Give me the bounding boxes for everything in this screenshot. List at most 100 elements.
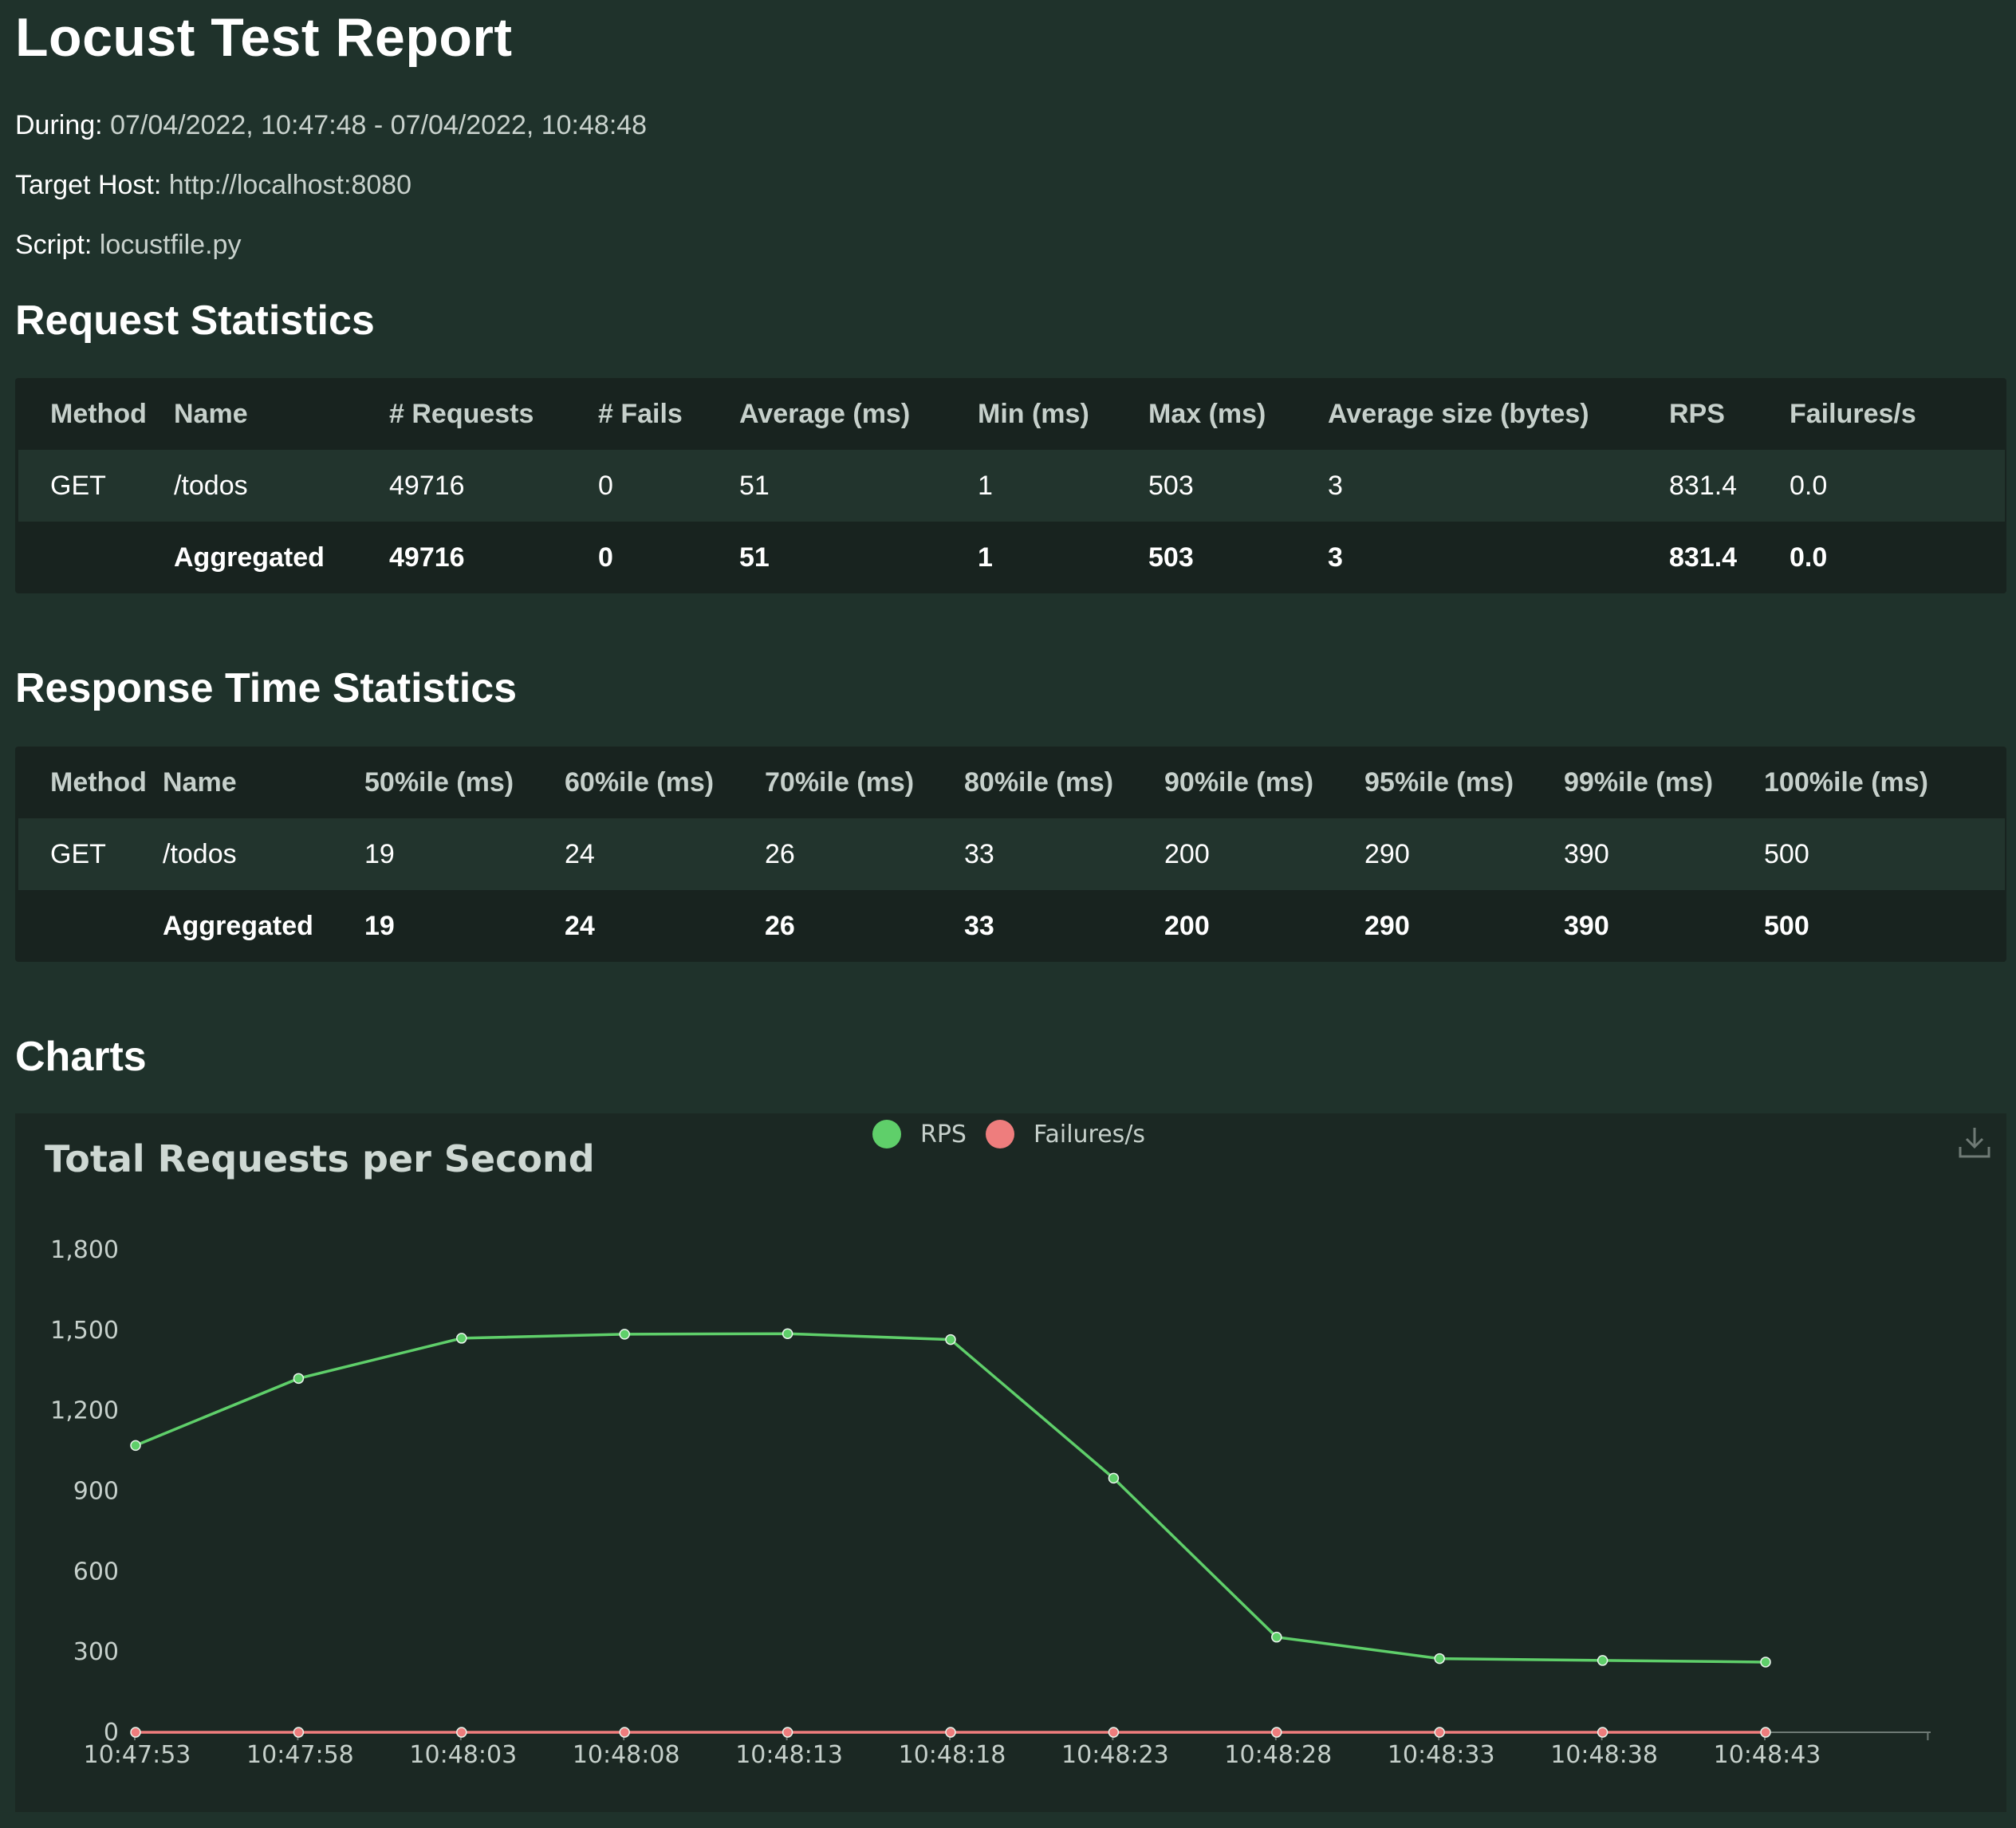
col-method: Method [50,766,147,798]
cell-requests: 49716 [389,450,598,522]
cell-method [18,522,174,593]
data-point [1108,1727,1120,1738]
response-time-statistics-table: Method Name 50%ile (ms) 60%ile (ms) 70%i… [15,747,2006,962]
x-tick-label: 10:48:18 [899,1741,1006,1769]
col-p95: 95%ile (ms) [1364,766,1514,798]
cell-min: 1 [978,450,1148,522]
data-point [456,1727,467,1738]
data-point [1434,1653,1445,1665]
chart-title: Total Requests per Second [45,1137,595,1180]
data-point [619,1727,630,1738]
col-max: Max (ms) [1148,398,1266,429]
cell-method: GET [18,450,174,522]
y-tick-label: 1,500 [50,1317,119,1345]
col-p70: 70%ile (ms) [765,766,915,798]
y-tick-label: 300 [73,1638,119,1666]
x-tick-label: 10:48:23 [1061,1741,1169,1769]
data-point [1271,1631,1282,1643]
data-point [1760,1727,1771,1738]
x-tick-label: 10:48:28 [1224,1741,1332,1769]
cell-name: Aggregated [174,522,389,593]
host-label: Target Host: [15,170,162,200]
cell-p70: 26 [765,818,964,890]
y-tick-label: 0 [104,1719,119,1747]
charts-heading: Charts [15,1034,147,1080]
legend-item-failures[interactable]: Failures/s [985,1120,1145,1148]
data-point [619,1329,630,1340]
cell-fails: 0 [598,450,739,522]
data-point [130,1727,141,1738]
host-value: http://localhost:8080 [168,170,412,200]
col-average: Average (ms) [739,398,911,429]
col-p60: 60%ile (ms) [565,766,715,798]
data-point [782,1328,793,1339]
cell-p80: 33 [964,890,1164,962]
legend-marker [872,1120,901,1148]
cell-failures-per-second: 0.0 [1790,450,2005,522]
data-point [1434,1727,1445,1738]
cell-p60: 24 [565,890,765,962]
cell-p100: 500 [1764,890,2005,962]
cell-rps: 831.4 [1669,522,1790,593]
data-point [130,1440,141,1452]
cell-name: Aggregated [163,890,364,962]
y-tick-label: 900 [73,1478,119,1506]
x-tick-label: 10:48:43 [1714,1741,1821,1769]
legend-label: RPS [920,1120,967,1148]
download-icon[interactable] [1957,1125,1992,1160]
col-p100: 100%ile (ms) [1764,766,1928,798]
cell-p60: 24 [565,818,765,890]
chart-legend: RPS Failures/s [872,1120,1164,1148]
x-tick-label: 10:48:38 [1550,1741,1658,1769]
legend-item-rps[interactable]: RPS [872,1120,967,1148]
cell-min: 1 [978,522,1148,593]
data-point [945,1727,956,1738]
x-tick-label: 10:47:58 [246,1741,354,1769]
cell-average: 51 [739,450,978,522]
table-header-row: Method Name # Requests # Fails Average (… [18,378,2005,450]
during-label: During: [15,110,103,140]
aggregated-row: Aggregated 49716 0 51 1 503 3 831.4 0.0 [18,522,2005,593]
col-method: Method [50,398,147,429]
cell-average-size: 3 [1328,450,1669,522]
cell-requests: 49716 [389,522,598,593]
cell-name: /todos [174,450,389,522]
col-rps: RPS [1669,398,1725,429]
x-tick-label: 10:47:53 [84,1741,191,1769]
x-tick-label: 10:48:03 [409,1741,517,1769]
during-value: 07/04/2022, 10:47:48 - 07/04/2022, 10:48… [110,110,648,140]
data-point [293,1727,305,1738]
script-label: Script: [15,230,93,260]
test-duration: During: 07/04/2022, 10:47:48 - 07/04/202… [15,110,647,141]
table-header-row: Method Name 50%ile (ms) 60%ile (ms) 70%i… [18,747,2005,818]
target-host: Target Host: http://localhost:8080 [15,170,411,201]
cell-fails: 0 [598,522,739,593]
col-fails: # Fails [598,398,683,429]
col-average-size: Average size (bytes) [1328,398,1589,429]
request-statistics-table: Method Name # Requests # Fails Average (… [15,378,2006,593]
script-info: Script: locustfile.py [15,230,241,261]
cell-failures-per-second: 0.0 [1790,522,2005,593]
page-title: Locust Test Report [15,7,513,68]
cell-max: 503 [1148,522,1328,593]
cell-p50: 19 [364,890,565,962]
data-point [1597,1727,1608,1738]
col-name: Name [163,766,237,798]
data-point [293,1373,305,1385]
col-failures-per-second: Failures/s [1790,398,1916,429]
cell-p95: 290 [1364,890,1564,962]
col-p50: 50%ile (ms) [364,766,514,798]
cell-max: 503 [1148,450,1328,522]
cell-rps: 831.4 [1669,450,1790,522]
cell-p100: 500 [1764,818,2005,890]
col-requests: # Requests [389,398,534,429]
y-tick-label: 1,800 [50,1236,119,1264]
cell-p70: 26 [765,890,964,962]
legend-marker [985,1120,1014,1148]
data-point [1597,1655,1608,1666]
x-tick-label: 10:48:33 [1388,1741,1495,1769]
cell-p99: 390 [1564,818,1764,890]
data-point [1271,1727,1282,1738]
col-p90: 90%ile (ms) [1164,766,1314,798]
cell-method: GET [18,818,163,890]
